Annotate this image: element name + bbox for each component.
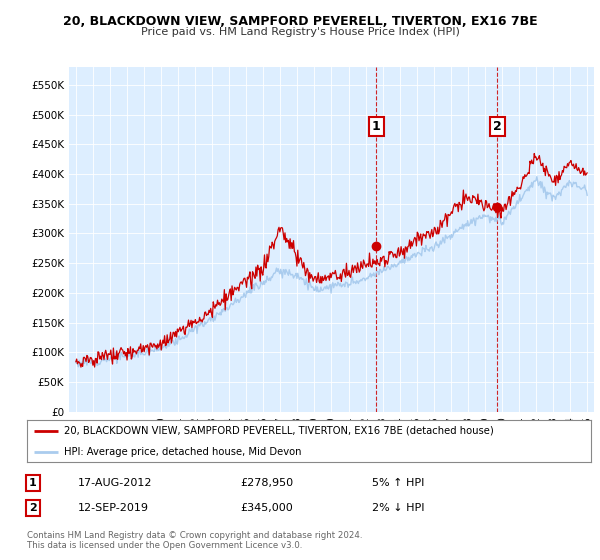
Text: 2: 2 — [29, 503, 37, 513]
Text: £345,000: £345,000 — [240, 503, 293, 513]
Text: 12-SEP-2019: 12-SEP-2019 — [78, 503, 149, 513]
Text: 1: 1 — [372, 120, 381, 133]
Text: HPI: Average price, detached house, Mid Devon: HPI: Average price, detached house, Mid … — [64, 447, 301, 457]
Text: 1: 1 — [29, 478, 37, 488]
Text: 20, BLACKDOWN VIEW, SAMPFORD PEVERELL, TIVERTON, EX16 7BE: 20, BLACKDOWN VIEW, SAMPFORD PEVERELL, T… — [62, 15, 538, 27]
Text: 2% ↓ HPI: 2% ↓ HPI — [372, 503, 425, 513]
Text: 17-AUG-2012: 17-AUG-2012 — [78, 478, 152, 488]
Text: Price paid vs. HM Land Registry's House Price Index (HPI): Price paid vs. HM Land Registry's House … — [140, 27, 460, 37]
Text: 20, BLACKDOWN VIEW, SAMPFORD PEVERELL, TIVERTON, EX16 7BE (detached house): 20, BLACKDOWN VIEW, SAMPFORD PEVERELL, T… — [64, 426, 493, 436]
Text: 2: 2 — [493, 120, 502, 133]
Text: 5% ↑ HPI: 5% ↑ HPI — [372, 478, 424, 488]
Text: Contains HM Land Registry data © Crown copyright and database right 2024.
This d: Contains HM Land Registry data © Crown c… — [27, 531, 362, 550]
Text: £278,950: £278,950 — [240, 478, 293, 488]
